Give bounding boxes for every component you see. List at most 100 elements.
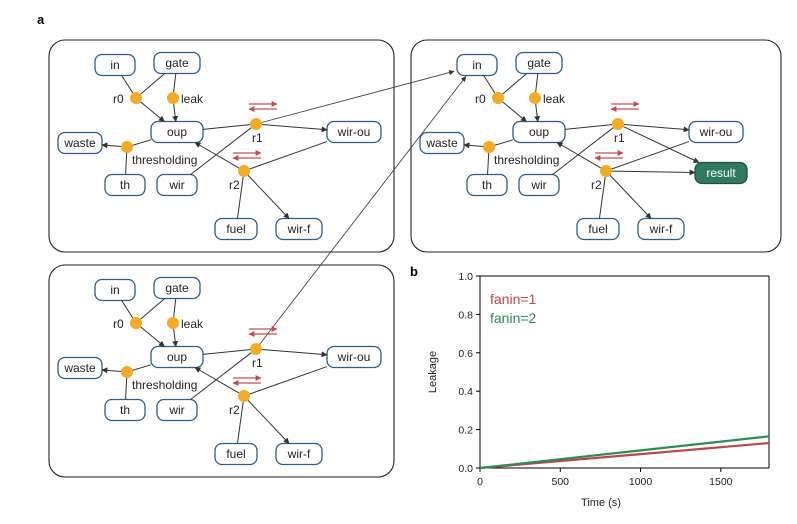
reaction-r0-label: r0: [113, 317, 124, 331]
reaction-thresholding-label: thresholding: [132, 153, 197, 167]
species-wir-box: [156, 398, 198, 422]
y-tick-label: 0.0: [458, 463, 473, 475]
species-in-label: in: [472, 58, 481, 72]
reaction-r0-node: [130, 92, 142, 104]
legend-fanin-2: fanin=2: [490, 310, 537, 326]
species-th-label: th: [120, 403, 130, 417]
species-gate-box: [515, 51, 563, 75]
circuit-top-left: in gate oup waste th wir wir-ou fuel wir-f r0 leak…: [57, 51, 382, 241]
circuit-top-right: in gate oup waste th wir wir-ou fuel wir-f r0 leak…: [419, 51, 748, 241]
reaction-edge: [172, 328, 179, 348]
reaction-edge: [140, 298, 166, 320]
reaction-edge: [552, 127, 614, 175]
x-tick-label: 1000: [629, 476, 653, 488]
species-fuel-box: [214, 217, 258, 241]
reaction-edge: [132, 364, 152, 371]
species-wir-f-box: [637, 217, 685, 241]
reaction-edge: [261, 123, 328, 133]
species-in-box: [456, 53, 498, 77]
series-line-1: [479, 441, 770, 470]
reaction-edge: [140, 326, 165, 347]
cross-edge-top-to-right: [255, 69, 455, 125]
reaction-edge: [483, 75, 496, 94]
reaction-edge: [173, 298, 177, 318]
species-th-box: [104, 173, 146, 197]
reaction-edge: [194, 367, 240, 394]
species-gate-label: gate: [527, 56, 551, 70]
reaction-edge: [236, 176, 244, 219]
reaction-edge: [247, 175, 290, 219]
reaction-edge: [140, 101, 165, 122]
reaction-edge: [502, 73, 528, 95]
reaction-edge: [623, 123, 690, 133]
species-wir-box: [156, 173, 198, 197]
y-tick-label: 0.6: [458, 348, 473, 360]
species-wir-f-label: wir-f: [287, 447, 311, 461]
reaction-edge: [494, 139, 514, 146]
reaction-r0-label: r0: [113, 92, 124, 106]
reaction-edge: [202, 124, 251, 130]
series-line-2: [479, 435, 770, 470]
circuit-bottom-left: in gate oup waste th wir wir-ou fuel wir-f r0 leak…: [57, 276, 382, 466]
species-fuel-label: fuel: [588, 222, 607, 236]
species-wir-f-box: [275, 217, 323, 241]
cross-panel-edges: [255, 69, 467, 350]
leakage-chart: 0 500 1000 1500 0.0 0.2 0.4 0.6 0.8 1.0 Time (s)…: [427, 271, 770, 509]
species-oup-label: oup: [529, 125, 549, 139]
reaction-r1-label: r1: [252, 131, 263, 145]
reaction-r0-node: [492, 92, 504, 104]
reaction-edge: [121, 75, 134, 94]
reaction-edge: [202, 349, 251, 355]
x-tick-label: 1500: [709, 476, 733, 488]
species-result-label: result: [706, 166, 736, 180]
y-tick-label: 0.2: [458, 425, 473, 437]
reaction-edge: [261, 348, 328, 358]
species-oup-label: oup: [167, 350, 187, 364]
reaction-leak-label: leak: [181, 317, 204, 331]
reaction-edge: [101, 367, 122, 374]
reaction-thresholding-node: [483, 141, 495, 153]
y-ticks: 0.0 0.2 0.4 0.6 0.8 1.0: [458, 271, 480, 475]
species-th-box: [466, 173, 508, 197]
reaction-thresholding-label: thresholding: [494, 153, 559, 167]
reaction-edge: [132, 139, 152, 146]
reaction-edge: [611, 169, 696, 176]
species-th-box: [104, 398, 146, 422]
species-fuel-label: fuel: [226, 447, 245, 461]
reaction-edge: [463, 142, 484, 149]
reaction-r1-label: r1: [614, 131, 625, 145]
cross-edge-bottom-to-right: [255, 76, 467, 350]
x-axis-title: Time (s): [581, 497, 621, 509]
reaction-r1-label: r1: [252, 356, 263, 370]
reaction-leak-node: [167, 317, 179, 329]
reaction-r1-node: [250, 343, 262, 355]
species-oup-label: oup: [167, 125, 187, 139]
reaction-thresholding-label: thresholding: [132, 378, 197, 392]
species-fuel-box: [214, 442, 258, 466]
reaction-edge: [101, 142, 122, 149]
reaction-leak-node: [167, 92, 179, 104]
species-waste-label: waste: [63, 361, 96, 375]
species-wir-box: [518, 173, 560, 197]
species-th-label: th: [482, 178, 492, 192]
species-fuel-label: fuel: [226, 222, 245, 236]
reaction-edge: [249, 366, 328, 395]
reaction-r0-node: [130, 317, 142, 329]
y-tick-label: 0.8: [458, 309, 473, 321]
reaction-edge: [190, 352, 252, 400]
reaction-leak-label: leak: [181, 92, 204, 106]
x-tick-label: 500: [552, 476, 570, 488]
y-tick-label: 0.4: [458, 386, 473, 398]
y-axis-title: Leakage: [427, 351, 439, 393]
reaction-edge: [247, 400, 290, 444]
reaction-edge: [534, 103, 541, 123]
species-gate-box: [153, 51, 201, 75]
species-in-label: in: [110, 283, 119, 297]
species-wir-f-box: [275, 442, 323, 466]
reaction-edge: [502, 101, 527, 122]
species-wir-ou-label: wir-ou: [337, 125, 371, 139]
reaction-edge: [194, 142, 240, 169]
species-in-label: in: [110, 58, 119, 72]
reaction-edge: [172, 103, 179, 123]
